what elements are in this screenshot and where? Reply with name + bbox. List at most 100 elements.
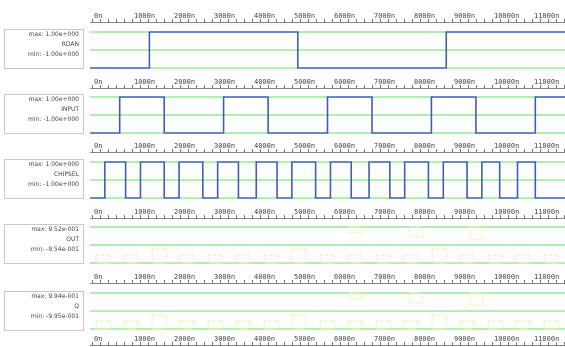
ruler-tick — [300, 149, 301, 153]
ruler-tick — [444, 19, 445, 23]
signal-name: CHIPSEL — [53, 171, 79, 178]
ruler-tick — [420, 342, 421, 346]
ruler-tick-label: 4000n — [254, 12, 276, 20]
ruler-tick — [244, 280, 245, 284]
ruler-tick — [380, 149, 381, 153]
ruler-tick — [244, 19, 245, 23]
signal-max: max: 1.00e+000 — [28, 96, 79, 103]
ruler-tick — [284, 85, 285, 89]
ruler-tick — [444, 280, 445, 284]
ruler-tick — [268, 85, 269, 89]
ruler-tick-label: 10000n — [494, 273, 520, 281]
ruler-tick — [380, 85, 381, 89]
ruler-tick — [324, 342, 325, 346]
analog-peak — [469, 292, 483, 306]
analog-waveform — [95, 292, 559, 330]
ruler-tick — [148, 280, 149, 284]
ruler-tick-label: 0n — [94, 12, 103, 20]
ruler-tick — [180, 19, 181, 23]
signal-label-chipsel[interactable]: max: 1.00e+000 CHIPSEL min: -1.00e+000 — [4, 159, 84, 199]
ruler-tick — [252, 280, 253, 284]
signal-min: min: -9.54e-001 — [30, 246, 79, 253]
signal-trace-q[interactable] — [90, 287, 565, 335]
ruler-tick — [420, 19, 421, 23]
ruler-tick — [516, 85, 517, 89]
ruler-tick — [204, 149, 205, 153]
ruler-tick — [188, 19, 189, 23]
analog-pulse — [375, 254, 391, 264]
analog-peak — [469, 226, 483, 240]
ruler-tick — [292, 215, 293, 219]
ruler-tick — [196, 85, 197, 89]
ruler-tick-label: 7000n — [374, 78, 396, 86]
signal-max: max: 9.94e-001 — [31, 293, 79, 300]
ruler-tick — [116, 149, 117, 153]
ruler-tick — [340, 149, 341, 153]
ruler-tick — [172, 149, 173, 153]
signal-name: OUT — [66, 236, 79, 243]
signal-name: RDAN — [61, 41, 79, 48]
ruler-tick — [556, 342, 557, 346]
ruler-tick — [188, 342, 189, 346]
ruler-tick — [156, 85, 157, 89]
ruler-tick — [348, 215, 349, 219]
signal-trace-input[interactable] — [90, 91, 565, 139]
signal-label-input[interactable]: max: 1.00e+000 INPUT min: -1.00e+000 — [4, 94, 84, 134]
ruler-tick — [476, 280, 477, 284]
ruler-tick — [404, 342, 405, 346]
ruler-tick — [396, 342, 397, 346]
ruler-tick — [540, 215, 541, 219]
ruler-tick — [300, 85, 301, 89]
ruler-tick — [92, 342, 93, 346]
ruler-tick — [324, 19, 325, 23]
analog-pulse — [543, 254, 559, 264]
ruler-tick — [412, 215, 413, 219]
ruler-tick — [468, 19, 469, 23]
time-ruler-1: 0n 1000n 2000n 3000n 4000n 5000n 6000n 7000n 800… — [90, 12, 565, 24]
signal-trace-chipsel[interactable] — [90, 156, 565, 204]
analog-pulse — [319, 320, 335, 330]
ruler-baseline — [90, 88, 565, 89]
ruler-tick — [324, 280, 325, 284]
ruler-tick — [556, 280, 557, 284]
signal-trace-rdan[interactable] — [90, 26, 565, 74]
ruler-tick-label: 8000n — [414, 208, 436, 216]
ruler-tick — [316, 342, 317, 346]
ruler-tick — [412, 19, 413, 23]
ruler-tick — [236, 19, 237, 23]
ruler-tick — [228, 215, 229, 219]
ruler-tick-label: 9000n — [454, 273, 476, 281]
ruler-tick — [508, 215, 509, 219]
ruler-tick — [388, 342, 389, 346]
ruler-tick-label: 11000n — [534, 78, 560, 86]
signal-label-q[interactable]: max: 9.94e-001 Q min: -9.95e-001 — [4, 291, 84, 331]
ruler-tick — [332, 149, 333, 153]
ruler-tick — [260, 215, 261, 219]
ruler-tick — [156, 342, 157, 346]
ruler-tick — [204, 85, 205, 89]
ruler-tick — [284, 215, 285, 219]
signal-label-out[interactable]: max: 9.52e-001 OUT min: -9.54e-001 — [4, 224, 84, 264]
ruler-tick — [420, 280, 421, 284]
ruler-tick — [452, 19, 453, 23]
ruler-tick — [156, 149, 157, 153]
ruler-tick — [356, 85, 357, 89]
signal-trace-out[interactable] — [90, 221, 565, 269]
ruler-tick — [452, 215, 453, 219]
signal-waveform — [90, 31, 565, 69]
analog-pulse — [123, 320, 139, 330]
ruler-tick — [188, 215, 189, 219]
ruler-tick-label: 7000n — [374, 142, 396, 150]
ruler-tick-label: 7000n — [374, 208, 396, 216]
ruler-tick — [180, 85, 181, 89]
ruler-tick-label: 8000n — [414, 273, 436, 281]
ruler-tick-label: 1000n — [134, 12, 156, 20]
ruler-tick — [532, 280, 533, 284]
ruler-tick — [436, 342, 437, 346]
ruler-tick-label: 9000n — [454, 12, 476, 20]
ruler-tick — [164, 19, 165, 23]
ruler-tick — [364, 149, 365, 153]
ruler-tick — [292, 149, 293, 153]
signal-label-rdan[interactable]: max: 1.00e+000 RDAN min: -1.00e+000 — [4, 29, 84, 69]
ruler-tick — [556, 215, 557, 219]
